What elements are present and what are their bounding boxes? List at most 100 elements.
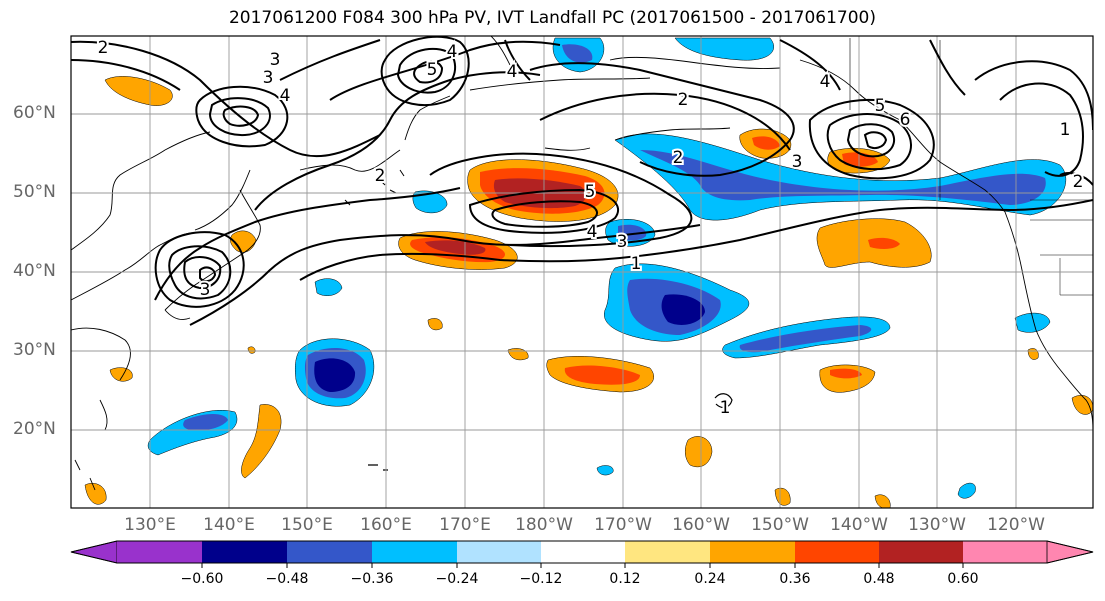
- contour-label: 2: [1073, 172, 1084, 192]
- lat-label: 40°N: [13, 261, 56, 281]
- neg-region-tiny-south: [596, 465, 614, 476]
- colorbar-tick-label: 0.24: [694, 571, 726, 587]
- pv-contours: [71, 36, 1093, 326]
- contour-label: 2: [678, 90, 689, 110]
- lon-label: 170°W: [594, 515, 652, 535]
- lon-label: 130°W: [908, 515, 966, 535]
- lat-label: 30°N: [13, 340, 56, 360]
- colorbar-tick-label: −0.60: [180, 571, 224, 587]
- colorbar-bin: [457, 541, 541, 563]
- neg-region-small-se: [957, 482, 976, 499]
- colorbar-bin: [541, 541, 625, 563]
- lon-label: 120°W: [987, 515, 1045, 535]
- contour-label: 2: [375, 166, 386, 186]
- neg-region-small-47n-core: [618, 224, 647, 241]
- shaded-regions: [84, 37, 1093, 508]
- colorbar-tick-label: 0.12: [609, 571, 641, 587]
- pos-region-small-4: [1071, 395, 1093, 415]
- colorbar-tick-label: −0.36: [350, 571, 394, 587]
- contour-label: 5: [427, 60, 438, 80]
- neg-region-gulf-core: [562, 44, 593, 63]
- pos-region-sw-strip: [241, 404, 282, 479]
- colorbar-bin: [117, 541, 202, 563]
- contour-label: 4: [587, 222, 598, 242]
- pos-region-gulf-yellow-core: [752, 136, 780, 150]
- colorbar-bin: [963, 541, 1047, 563]
- neg-region-socal: [1014, 312, 1051, 333]
- lon-label: 160°E: [360, 515, 412, 535]
- lon-label: 160°W: [672, 515, 730, 535]
- contour-label: 1: [1060, 120, 1071, 140]
- pos-region-small-2: [507, 348, 529, 361]
- lon-label: 130°E: [124, 515, 176, 535]
- pos-region-east-40n-core: [868, 237, 900, 249]
- colorbar-extend-low: [70, 540, 118, 564]
- pos-region-30n-east-core: [830, 368, 862, 379]
- colorbar-bin: [710, 541, 795, 563]
- colorbar-tick-label: 0.60: [947, 571, 979, 587]
- colorbar: [70, 540, 1094, 568]
- lon-label: 150°E: [281, 515, 333, 535]
- contour-labels: 2 3 4 3 4 5 4 2 2 4 5 6 3 1 2 5 4 3 1 3 …: [96, 36, 1086, 420]
- contour-label: 6: [900, 110, 911, 130]
- pos-region-small-3: [427, 318, 443, 331]
- contour-label: 4: [280, 86, 291, 106]
- colorbar-tick-label: −0.24: [435, 571, 479, 587]
- pos-region-small-1: [109, 367, 133, 382]
- lon-label: 180°W: [515, 515, 573, 535]
- contour-label: 3: [200, 280, 211, 300]
- lon-label: 140°W: [830, 515, 888, 535]
- contour-label: 3: [270, 50, 281, 70]
- colorbar-bin: [625, 541, 710, 563]
- contour-label: 4: [820, 72, 831, 92]
- contour-label: 2: [98, 38, 109, 58]
- pos-region-hawaii: [685, 436, 713, 468]
- pos-region-small-9: [247, 346, 256, 354]
- neg-region-arctic-east: [674, 37, 774, 61]
- colorbar-bin: [287, 541, 372, 563]
- lat-label: 60°N: [13, 103, 56, 123]
- contour-label: 2: [673, 148, 684, 168]
- contour-label: 5: [875, 96, 886, 116]
- contour-label: 4: [507, 62, 518, 82]
- contour-label: 3: [792, 152, 803, 172]
- colorbar-bin: [372, 541, 457, 563]
- pos-region-small-8: [1027, 348, 1039, 360]
- pos-region-small-5: [84, 483, 107, 505]
- gridlines: [71, 36, 1093, 508]
- neg-region-east-band-core: [739, 325, 872, 353]
- pos-region-nw-small: [104, 76, 173, 106]
- pos-region-40n-band-core: [425, 240, 486, 255]
- contour-label: 1: [720, 398, 731, 418]
- contour-label: 3: [617, 232, 628, 252]
- colorbar-tick-label: −0.48: [265, 571, 309, 587]
- colorbar-tick-label: 0.36: [779, 571, 811, 587]
- pos-region-japan: [230, 230, 257, 253]
- neg-region-central-pacific-core: [661, 294, 705, 325]
- lon-label: 170°E: [439, 515, 491, 535]
- neg-region-small-west: [314, 278, 343, 296]
- contour-label: 4: [447, 42, 458, 62]
- contour-label: 1: [631, 254, 642, 274]
- pos-region-small-7: [874, 494, 891, 508]
- contour-label: 5: [585, 182, 596, 202]
- neg-region-north-pacific-core: [640, 150, 1046, 205]
- pos-region-small-6: [774, 487, 791, 506]
- pos-region-30n-mid-core: [564, 365, 640, 385]
- neg-region-west-30n-core: [314, 358, 356, 392]
- contour-label: 3: [263, 68, 274, 88]
- map-title: 2017061200 F084 300 hPa PV, IVT Landfall…: [228, 8, 876, 28]
- colorbar-bin: [879, 541, 963, 563]
- lon-label: 140°E: [203, 515, 255, 535]
- colorbar-tick-label: −0.12: [519, 571, 563, 587]
- lat-label: 20°N: [13, 419, 56, 439]
- colorbar-bin: [795, 541, 879, 563]
- map-frame: [70, 35, 1094, 509]
- colorbar-bin: [202, 541, 287, 563]
- neg-region-southwest-core: [183, 414, 228, 431]
- colorbar-tick-label: 0.48: [863, 571, 895, 587]
- colorbar-extend-high: [1046, 540, 1094, 564]
- lon-label: 150°W: [751, 515, 809, 535]
- lat-label: 50°N: [13, 182, 56, 202]
